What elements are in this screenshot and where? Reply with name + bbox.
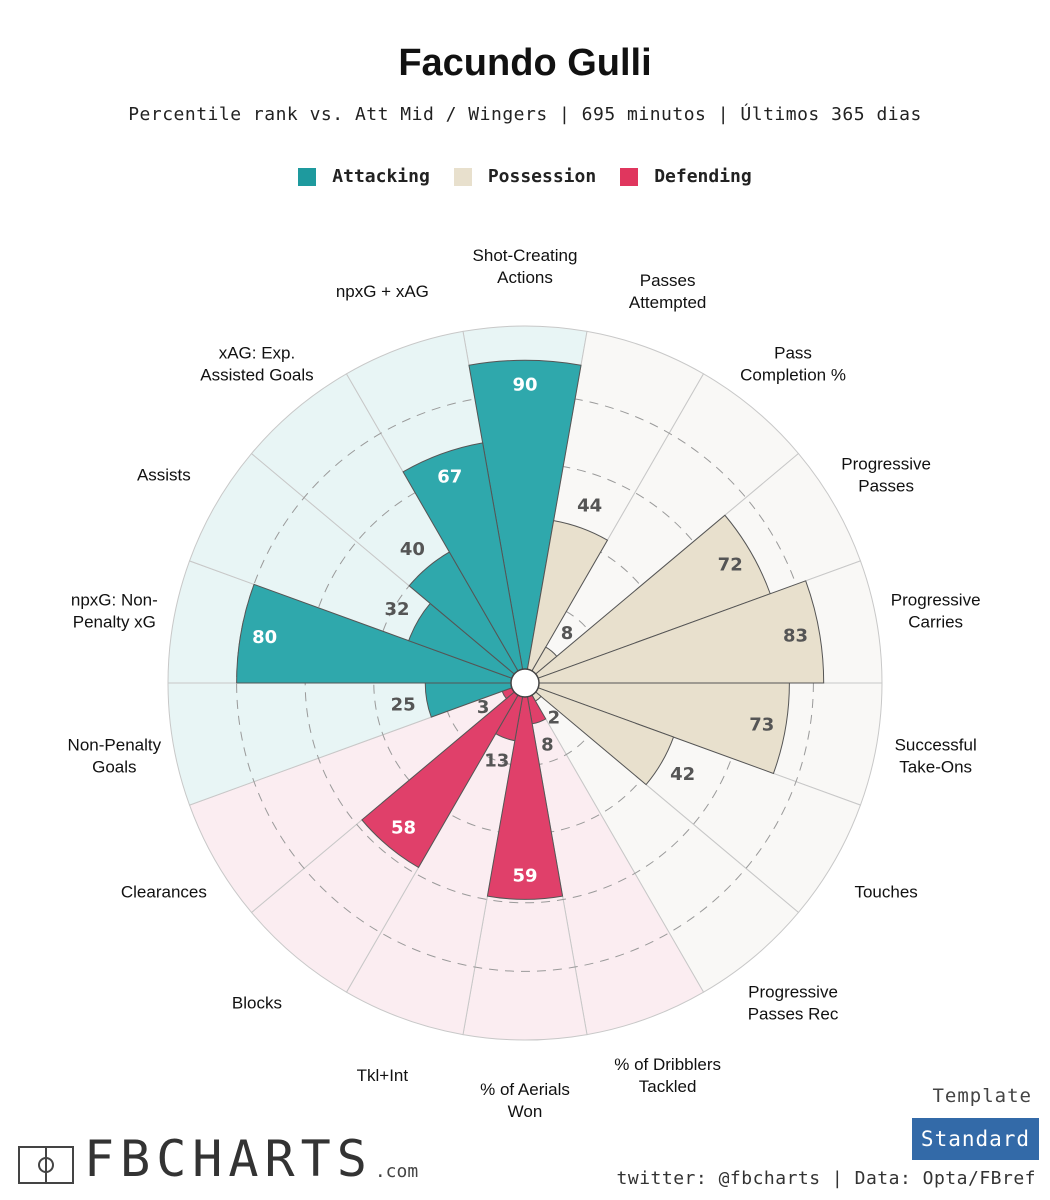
value-label: 80 [252,627,277,648]
category-label: Pass Completion % [740,344,846,385]
category-label: Successful Take-Ons [895,735,977,776]
category-label: Shot-Creating Actions [473,246,578,287]
value-label: 8 [541,734,554,755]
legend-swatch-attacking [298,167,317,186]
category-label: Progressive Carries [891,591,981,632]
center-hole [510,668,540,698]
legend-swatch-possession [453,167,472,186]
category-label: Passes Attempted [629,271,707,312]
value-label: 73 [749,715,774,736]
value-label: 13 [484,751,509,772]
value-label: 72 [718,555,743,576]
category-label: Blocks [232,993,282,1012]
value-label: 40 [400,539,425,560]
legend-swatch-defending [620,167,639,186]
category-label: xAG: Exp. Assisted Goals [200,344,313,385]
value-label: 58 [391,818,416,839]
value-label: 59 [512,865,537,886]
category-label: % of Dribblers Tackled [614,1055,721,1096]
value-label: 44 [577,495,602,516]
logo-text: FBCHARTS [84,1130,373,1188]
legend-label-attacking: Attacking [332,166,430,187]
category-label: npxG + xAG [336,282,429,301]
logo-suffix: .com [374,1161,419,1182]
legend-label-defending: Defending [654,166,752,187]
value-label: 8 [561,623,574,644]
category-label: Touches [854,883,917,902]
value-label: 32 [385,599,410,620]
value-label: 25 [391,694,416,715]
category-label: Clearances [121,883,207,902]
pitch-icon [18,1146,74,1184]
category-label: Non-Penalty Goals [68,735,162,776]
value-label: 67 [437,466,462,487]
chart-title: Facundo Gulli [398,42,652,84]
chart-subtitle: Percentile rank vs. Att Mid / Wingers | … [128,104,922,125]
category-label: Assists [137,466,191,485]
legend-label-possession: Possession [487,166,597,187]
footer-credits: twitter: @fbcharts | Data: Opta/FBref [616,1168,1036,1189]
value-label: 2 [548,707,561,728]
legend-item-attacking: Attacking [298,166,430,187]
category-label: Tkl+Int [357,1066,409,1085]
value-label: 42 [670,764,695,785]
legend-item-possession: Possession [453,166,597,187]
legend-item-defending: Defending [620,166,752,187]
category-label: npxG: Non-Penalty xG [71,591,158,632]
legend: Attacking Possession Defending [0,166,1050,187]
category-label: % of Aerials Won [480,1080,570,1121]
value-label: 83 [783,625,808,646]
category-label: Progressive Passes Rec [748,982,839,1023]
fbcharts-logo: FBCHARTS .com [18,1134,418,1184]
value-label: 90 [512,374,537,395]
category-label: Progressive Passes [841,455,931,496]
value-label: 3 [477,697,490,718]
template-label: Template [932,1085,1032,1107]
template-standard-badge: Standard [912,1118,1039,1160]
